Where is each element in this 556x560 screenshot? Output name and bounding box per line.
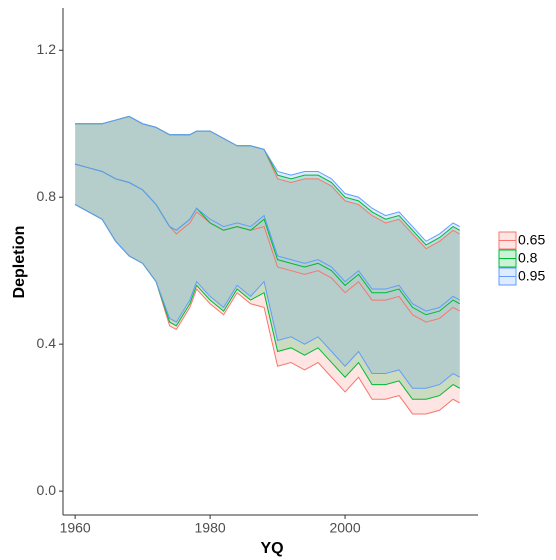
y-axis-title: Depletion bbox=[11, 226, 28, 299]
legend-label: 0.95 bbox=[518, 268, 545, 284]
ribbon bbox=[75, 116, 460, 414]
x-tick-label: 1980 bbox=[195, 520, 226, 536]
x-tick-label: 2000 bbox=[329, 520, 360, 536]
y-tick-label: 0.4 bbox=[37, 335, 57, 351]
legend-label: 0.8 bbox=[518, 250, 538, 266]
y-tick-label: 0.8 bbox=[37, 188, 57, 204]
x-tick-label: 1960 bbox=[60, 520, 91, 536]
ribbon bbox=[75, 116, 460, 389]
line bbox=[75, 163, 461, 312]
y-tick-label: 0.0 bbox=[37, 482, 57, 498]
line bbox=[75, 115, 461, 242]
legend-label: 0.65 bbox=[518, 232, 545, 248]
line bbox=[74, 204, 461, 389]
y-tick-label: 1.2 bbox=[37, 41, 57, 57]
x-axis-title: YQ bbox=[260, 540, 283, 557]
ribbon bbox=[75, 116, 460, 400]
